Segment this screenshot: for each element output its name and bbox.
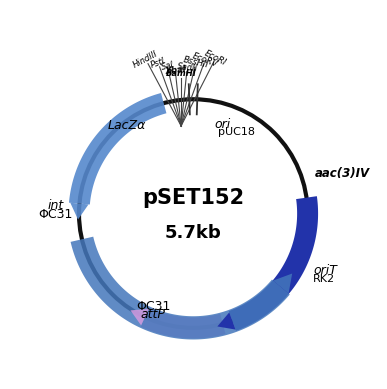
Polygon shape: [69, 93, 166, 205]
Text: RK2: RK2: [313, 274, 336, 284]
Text: EcoRV: EcoRV: [191, 51, 219, 68]
Text: PstI: PstI: [149, 56, 167, 69]
Text: oriT: oriT: [313, 264, 337, 277]
Polygon shape: [217, 312, 236, 329]
Polygon shape: [70, 203, 89, 219]
Polygon shape: [273, 273, 292, 293]
Polygon shape: [229, 196, 318, 331]
Text: SadII: SadII: [176, 62, 198, 73]
Text: SaI: SaI: [160, 61, 175, 72]
Text: BssHII: BssHII: [182, 56, 209, 70]
Text: ΦC31: ΦC31: [38, 208, 72, 221]
Text: int: int: [47, 200, 63, 212]
Text: ΦC31: ΦC31: [136, 300, 170, 314]
Polygon shape: [130, 309, 149, 326]
Text: attP: attP: [141, 308, 166, 321]
Text: pUC18: pUC18: [218, 127, 255, 137]
Polygon shape: [140, 308, 226, 338]
Text: XbaI: XbaI: [164, 65, 186, 76]
Text: aac(3)IV: aac(3)IV: [315, 167, 370, 180]
Text: BamHI: BamHI: [166, 69, 197, 78]
Text: ori: ori: [214, 117, 231, 130]
Text: EcoRI: EcoRI: [203, 49, 228, 67]
Text: pSET152: pSET152: [142, 188, 244, 209]
Text: LacZα: LacZα: [107, 119, 146, 131]
Polygon shape: [70, 237, 290, 340]
Text: HindIII: HindIII: [132, 49, 160, 70]
Text: 5.7kb: 5.7kb: [165, 224, 222, 242]
